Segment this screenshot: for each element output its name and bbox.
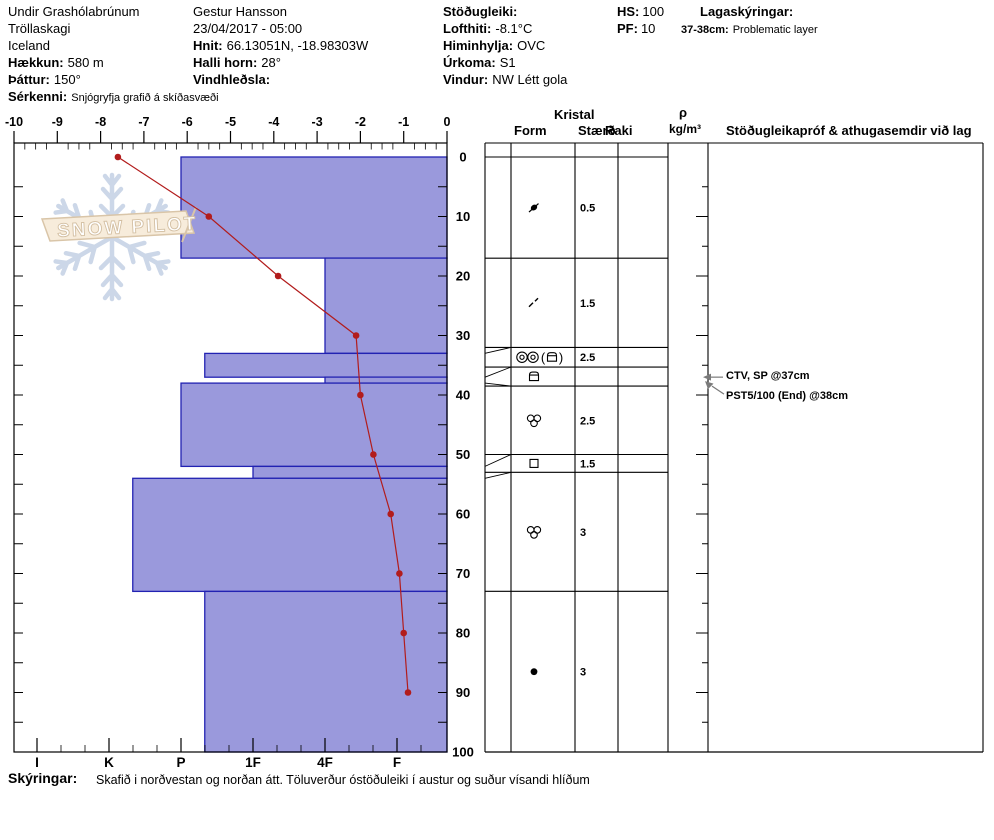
svg-text:K: K (104, 755, 114, 770)
svg-text:0: 0 (459, 150, 466, 165)
svg-text:-6: -6 (182, 115, 193, 129)
svg-text:1.5: 1.5 (580, 298, 595, 310)
layer-note: 37-38cm: Problematic layer (681, 24, 818, 36)
pit-region: Tröllaskagi (8, 21, 71, 36)
col-header-kristal: Kristal (554, 107, 595, 122)
footer-label: Skýringar: (8, 770, 78, 786)
svg-text:20: 20 (456, 269, 470, 284)
svg-text:-1: -1 (398, 115, 409, 129)
pit-country: Iceland (8, 38, 50, 53)
svg-text:50: 50 (456, 447, 470, 462)
svg-text:-4: -4 (268, 115, 279, 129)
test-annotation-pst: PST5/100 (End) @38cm (726, 390, 848, 402)
svg-text:3: 3 (580, 527, 586, 539)
col-header-size: Stærð (578, 123, 616, 138)
svg-text:10: 10 (456, 209, 470, 224)
svg-text:2.5: 2.5 (580, 352, 595, 364)
footer-comments: Skafið i norðvestan og norðan átt. Töluv… (96, 773, 590, 787)
svg-text:-9: -9 (52, 115, 63, 129)
col-header-stability: Stöðugleikapróf & athugasemdir við lag (726, 123, 972, 138)
svg-text:40: 40 (456, 388, 470, 403)
svg-text:I: I (35, 755, 39, 770)
windload-line: Vindhleðsla: (193, 72, 271, 87)
svg-text:2.5: 2.5 (580, 415, 595, 427)
svg-text:-7: -7 (138, 115, 149, 129)
svg-text:90: 90 (456, 685, 470, 700)
pf-line: PF: 10 (617, 21, 656, 36)
wind-line: Vindur: NW Létt gola (443, 72, 568, 87)
svg-text:0.5: 0.5 (580, 203, 595, 215)
svg-text:1F: 1F (245, 755, 261, 770)
svg-text:): ) (559, 350, 563, 365)
col-header-form: Form (514, 123, 547, 138)
svg-text:30: 30 (456, 328, 470, 343)
svg-text:-10: -10 (5, 115, 23, 129)
svg-text:1.5: 1.5 (580, 458, 595, 470)
coords-line: Hnit: 66.13051N, -18.98303W (193, 38, 369, 53)
test-arrows (703, 373, 725, 395)
hardness-bars (132, 156, 448, 753)
svg-text:0: 0 (444, 115, 451, 129)
snowpilot-logo: SNOW PILOT (40, 172, 198, 302)
test-annotation-ctv: CTV, SP @37cm (726, 370, 810, 382)
logo-banner (40, 210, 196, 242)
svg-text:(: ( (541, 350, 546, 365)
svg-text:3: 3 (580, 667, 586, 679)
observer: Gestur Hansson (193, 4, 287, 19)
chart-axes: -10 -9 -8 -7 -6 -5 -4 -3 -2 -1 0010203040506070809… (5, 115, 474, 770)
svg-text:-2: -2 (355, 115, 366, 129)
aspect-line: Þáttur: 150° (8, 72, 81, 87)
temperature-line (114, 153, 412, 696)
svg-text:70: 70 (456, 566, 470, 581)
hs-line: HS: 100 (617, 4, 665, 19)
col-header-moisture: Raki (605, 123, 633, 138)
airtemp-line: Lofthiti: -8.1°C (443, 21, 533, 36)
svg-text:-8: -8 (95, 115, 106, 129)
svg-text:80: 80 (456, 626, 470, 641)
layer-notes-title: Lagaskýringar: (700, 4, 794, 19)
crystal-table: 0.5 1.5 () 2.5 2.5 1.5 3 3 (484, 142, 984, 753)
svg-text:-3: -3 (312, 115, 323, 129)
elevation-line: Hækkun: 580 m (8, 55, 104, 70)
col-header-density-unit: kg/m³ (669, 122, 702, 136)
stability-line: Stöðugleiki: (443, 4, 518, 19)
svg-text:P: P (176, 755, 185, 770)
datetime: 23/04/2017 - 05:00 (193, 21, 303, 36)
col-header-density-symbol: ρ (679, 105, 688, 120)
pit-name: Undir Grashólabrúnum (8, 4, 140, 19)
svg-text:F: F (393, 755, 401, 770)
special-line: Sérkenni: Snjógryfja grafið á skíðasvæði (8, 89, 219, 104)
logo-slash (181, 206, 197, 243)
svg-text:60: 60 (456, 507, 470, 522)
svg-text:100: 100 (452, 745, 474, 760)
svg-text:-5: -5 (225, 115, 236, 129)
sky-line: Himinhylja: OVC (443, 38, 546, 53)
precip-line: Úrkoma: S1 (443, 55, 516, 70)
slope-angle-line: Halli horn: 28° (193, 55, 281, 70)
svg-text:4F: 4F (317, 755, 333, 770)
